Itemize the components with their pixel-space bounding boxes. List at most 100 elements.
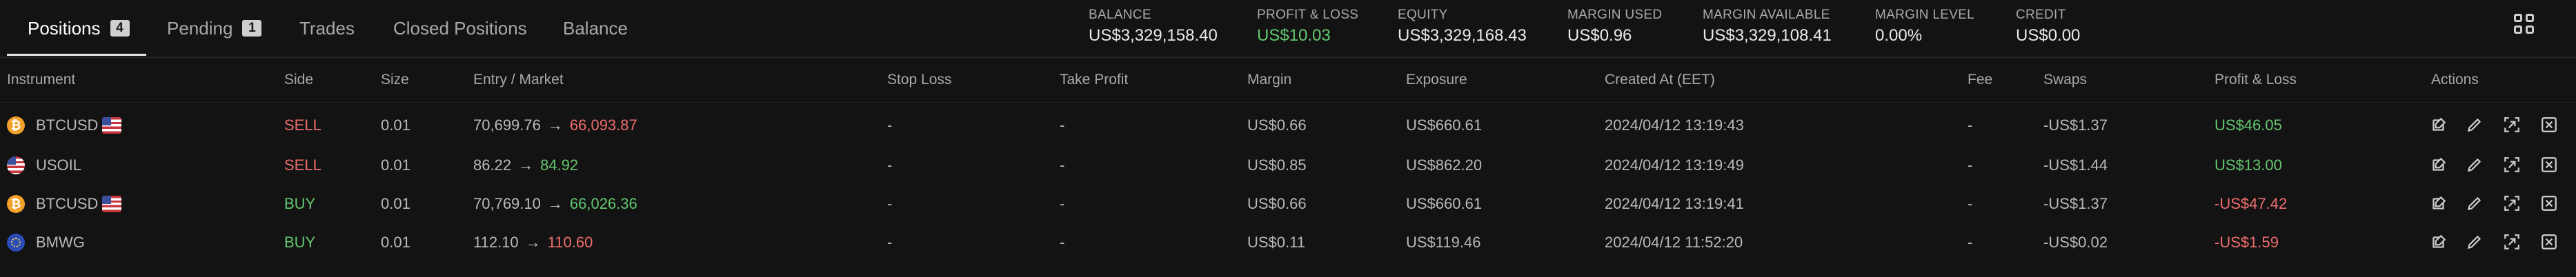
instrument-name: BMWG <box>36 234 85 251</box>
edit-position-icon[interactable] <box>2428 193 2449 214</box>
partial-close-icon[interactable] <box>2501 193 2522 214</box>
table-row[interactable]: BMWG BUY 0.01 112.10 → 110.60 - - US$0.11 … <box>0 223 2576 262</box>
summary-credit: CREDIT US$0.00 <box>2016 7 2080 47</box>
summary-label: MARGIN AVAILABLE <box>1703 8 1830 22</box>
summary-label: CREDIT <box>2016 8 2066 22</box>
tab-pending[interactable]: Pending 1 <box>167 0 262 57</box>
swaps-value: -US$1.37 <box>2043 116 2108 134</box>
count-badge: 1 <box>242 20 262 37</box>
stop-loss-value[interactable]: - <box>887 156 893 174</box>
top-bar: Positions 4 Pending 1 Trades Closed Posi… <box>0 0 2576 58</box>
column-header-created-at[interactable]: Created At (EET) <box>1605 72 1715 88</box>
summary-value: US$3,329,168.43 <box>1398 26 1527 45</box>
column-header-fee[interactable]: Fee <box>1968 72 1993 88</box>
edit-position-icon[interactable] <box>2428 154 2449 175</box>
instrument-name: BTCUSD <box>36 116 99 134</box>
summary-margin-available: MARGIN AVAILABLE US$3,329,108.41 <box>1703 7 1832 47</box>
entry-market-value: 70,699.76 → 66,093.87 <box>473 106 637 145</box>
edit-position-icon[interactable] <box>2428 114 2449 135</box>
created-at-value: 2024/04/12 13:19:41 <box>1605 195 1744 212</box>
side-value: BUY <box>284 195 316 212</box>
tab-label: Closed Positions <box>393 17 527 39</box>
entry-market-value: 70,769.10 → 66,026.36 <box>473 185 637 223</box>
take-profit-value[interactable]: - <box>1060 116 1065 134</box>
tab-label: Trades <box>299 17 355 39</box>
summary-value: 0.00% <box>1875 26 1923 45</box>
table-row[interactable]: USOIL SELL 0.01 86.22 → 84.92 - - US$0.85 … <box>0 146 2576 185</box>
tab-positions[interactable]: Positions 4 <box>28 0 130 57</box>
stop-loss-value[interactable]: - <box>887 195 893 212</box>
column-header-instrument[interactable]: Instrument <box>7 72 76 88</box>
summary-value: US$0.00 <box>2016 26 2081 45</box>
arrow-right-icon: → <box>547 116 563 134</box>
column-header-stop-loss[interactable]: Stop Loss <box>887 72 952 88</box>
us-flag-icon <box>102 196 121 212</box>
swaps-value: -US$1.37 <box>2043 195 2108 212</box>
table-header: Instrument Side Size Entry / Market Stop… <box>0 58 2576 103</box>
us-flag-icon <box>102 117 121 134</box>
profit-loss-value: -US$1.59 <box>2215 234 2279 251</box>
entry-price: 86.22 <box>473 156 512 174</box>
close-position-icon[interactable] <box>2539 154 2559 175</box>
column-header-size[interactable]: Size <box>381 72 409 88</box>
partial-close-icon[interactable] <box>2501 232 2522 252</box>
column-header-side[interactable]: Side <box>284 72 314 88</box>
take-profit-value[interactable]: - <box>1060 234 1065 251</box>
close-position-icon[interactable] <box>2539 232 2559 252</box>
stop-loss-value[interactable]: - <box>887 116 893 134</box>
margin-value: US$0.85 <box>1247 156 1307 174</box>
take-profit-value[interactable]: - <box>1060 156 1065 174</box>
tab-balance[interactable]: Balance <box>563 0 628 57</box>
table-row[interactable]: BTCUSD SELL 0.01 70,699.76 → 66,093.87 - -… <box>0 106 2576 145</box>
partial-close-icon[interactable] <box>2501 154 2522 175</box>
exposure-value: US$660.61 <box>1406 116 1483 134</box>
exposure-value: US$119.46 <box>1406 234 1481 251</box>
active-tab-indicator <box>7 54 146 56</box>
profit-loss-value: US$13.00 <box>2215 156 2282 174</box>
exposure-value: US$660.61 <box>1406 195 1483 212</box>
arrow-right-icon: → <box>547 195 563 212</box>
tab-closed-positions[interactable]: Closed Positions <box>393 0 527 57</box>
close-position-icon[interactable] <box>2539 114 2559 135</box>
close-position-icon[interactable] <box>2539 193 2559 214</box>
tab-label: Pending <box>167 17 233 39</box>
pencil-icon[interactable] <box>2464 193 2485 214</box>
exposure-value: US$862.20 <box>1406 156 1483 174</box>
size-value: 0.01 <box>381 195 410 212</box>
column-header-exposure[interactable]: Exposure <box>1406 72 1467 88</box>
us-flag-icon <box>7 156 25 174</box>
entry-price: 112.10 <box>473 234 519 251</box>
tab-label: Balance <box>563 17 628 39</box>
summary-label: MARGIN LEVEL <box>1875 8 1975 22</box>
pencil-icon[interactable] <box>2464 232 2485 252</box>
summary-equity: EQUITY US$3,329,168.43 <box>1398 7 1527 47</box>
size-value: 0.01 <box>381 156 410 174</box>
take-profit-value[interactable]: - <box>1060 195 1065 212</box>
swaps-value: -US$1.44 <box>2043 156 2108 174</box>
market-price: 84.92 <box>540 156 579 174</box>
edit-position-icon[interactable] <box>2428 232 2449 252</box>
column-header-margin[interactable]: Margin <box>1247 72 1292 88</box>
column-header-profit-loss[interactable]: Profit & Loss <box>2215 72 2297 88</box>
side-value: SELL <box>284 156 321 174</box>
summary-value: US$10.03 <box>1257 26 1331 45</box>
summary-balance: BALANCE US$3,329,158.40 <box>1089 7 1218 47</box>
entry-market-value: 86.22 → 84.92 <box>473 146 578 185</box>
column-header-entry-market[interactable]: Entry / Market <box>473 72 564 88</box>
stop-loss-value[interactable]: - <box>887 234 893 251</box>
arrow-right-icon: → <box>518 156 534 174</box>
column-header-swaps[interactable]: Swaps <box>2043 72 2088 88</box>
partial-close-icon[interactable] <box>2501 114 2522 135</box>
pencil-icon[interactable] <box>2464 154 2485 175</box>
swaps-value: -US$0.02 <box>2043 234 2108 251</box>
tab-trades[interactable]: Trades <box>299 0 355 57</box>
margin-value: US$0.66 <box>1247 195 1307 212</box>
entry-price: 70,769.10 <box>473 195 541 212</box>
summary-label: PROFIT & LOSS <box>1257 8 1359 22</box>
profit-loss-value: -US$47.42 <box>2215 195 2288 212</box>
table-row[interactable]: BTCUSD BUY 0.01 70,769.10→66,026.36 - - … <box>0 185 2576 223</box>
pencil-icon[interactable] <box>2464 114 2485 135</box>
layout-grid-icon[interactable] <box>2514 14 2539 39</box>
column-header-take-profit[interactable]: Take Profit <box>1060 72 1129 88</box>
market-price: 66,093.87 <box>569 116 637 134</box>
